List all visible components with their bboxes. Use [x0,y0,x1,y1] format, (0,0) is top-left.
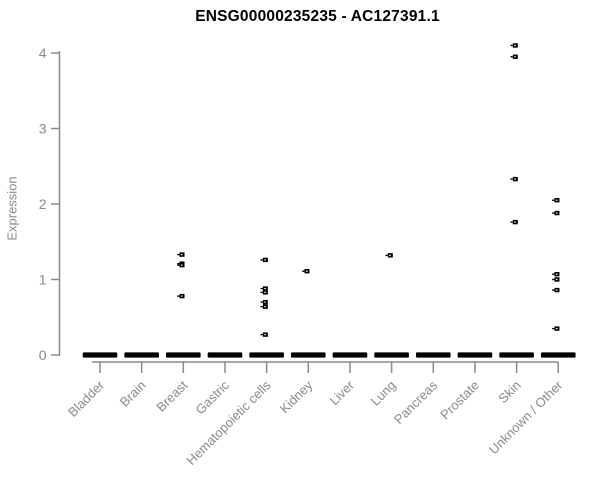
zero-expression-bar [249,352,284,358]
data-point-center [514,221,516,223]
category-label: Liver [327,377,358,408]
data-point-center [180,253,183,256]
zero-expression-bar [415,352,451,358]
zero-expression-bar [540,352,576,358]
zero-expression-bar [124,352,159,358]
data-point-nub [260,333,263,336]
y-tick-label: 3 [39,120,47,136]
data-point-nub [552,289,555,291]
data-point-center [555,273,558,275]
data-point-nub [552,278,555,281]
zero-expression-bar [166,352,201,358]
y-tick-label: 1 [39,271,47,287]
data-point-center [555,278,558,281]
data-point-nub [510,178,513,180]
data-point-center [264,334,266,336]
data-point-center [555,199,558,201]
y-tick-label: 0 [39,347,47,363]
data-point-nub [510,44,513,47]
data-point-center [264,291,266,293]
zero-expression-bar [499,352,534,358]
data-point-nub [552,327,555,330]
data-point-center [264,306,266,308]
category-label: Brain [117,378,149,410]
category-label: Bladder [65,377,108,420]
data-point-center [305,270,308,272]
data-point-center [389,254,391,256]
category-label: Unknown / Other [486,377,566,457]
data-point-center [555,327,558,330]
category-label: Prostate [437,378,482,423]
data-point-nub [260,305,263,308]
zero-expression-bar [291,352,326,358]
category-label: Gastric [192,377,232,417]
chart-title: ENSG00000235235 - AC127391.1 [195,8,440,25]
y-tick-label: 2 [39,196,47,212]
data-point-nub [302,270,305,272]
data-point-nub [260,301,263,303]
data-point-center [514,56,516,58]
zero-expression-bar [374,352,409,358]
data-point-nub [177,253,180,256]
data-point-nub [552,273,555,275]
data-point-nub [552,199,555,201]
zero-expression-bar [207,352,243,358]
data-point-nub [260,259,263,261]
data-point-nub [177,264,180,266]
data-point-center [514,44,516,47]
data-point-center [514,178,516,180]
data-point-nub [177,295,180,297]
category-label: Breast [153,377,190,414]
category-label: Lung [368,378,399,409]
data-point-center [264,301,266,303]
y-tick-label: 4 [39,45,47,61]
data-point-center [555,289,558,291]
data-point-nub [385,254,388,257]
zero-expression-bar [457,352,493,358]
data-point-center [264,287,266,290]
data-point-nub [510,56,513,58]
category-label: Skin [495,378,523,406]
zero-expression-bar [332,352,368,358]
category-label: Kidney [277,377,316,416]
data-point-nub [260,287,263,290]
zero-expression-bar [82,352,118,358]
data-point-center [180,295,183,297]
data-point-nub [552,212,555,214]
data-point-nub [510,221,513,223]
data-point-center [264,259,266,261]
data-point-center [180,264,183,266]
data-point-nub [260,291,263,294]
category-label: Pancreas [391,377,441,427]
data-point-center [555,212,558,214]
data-point-nub [177,262,180,265]
